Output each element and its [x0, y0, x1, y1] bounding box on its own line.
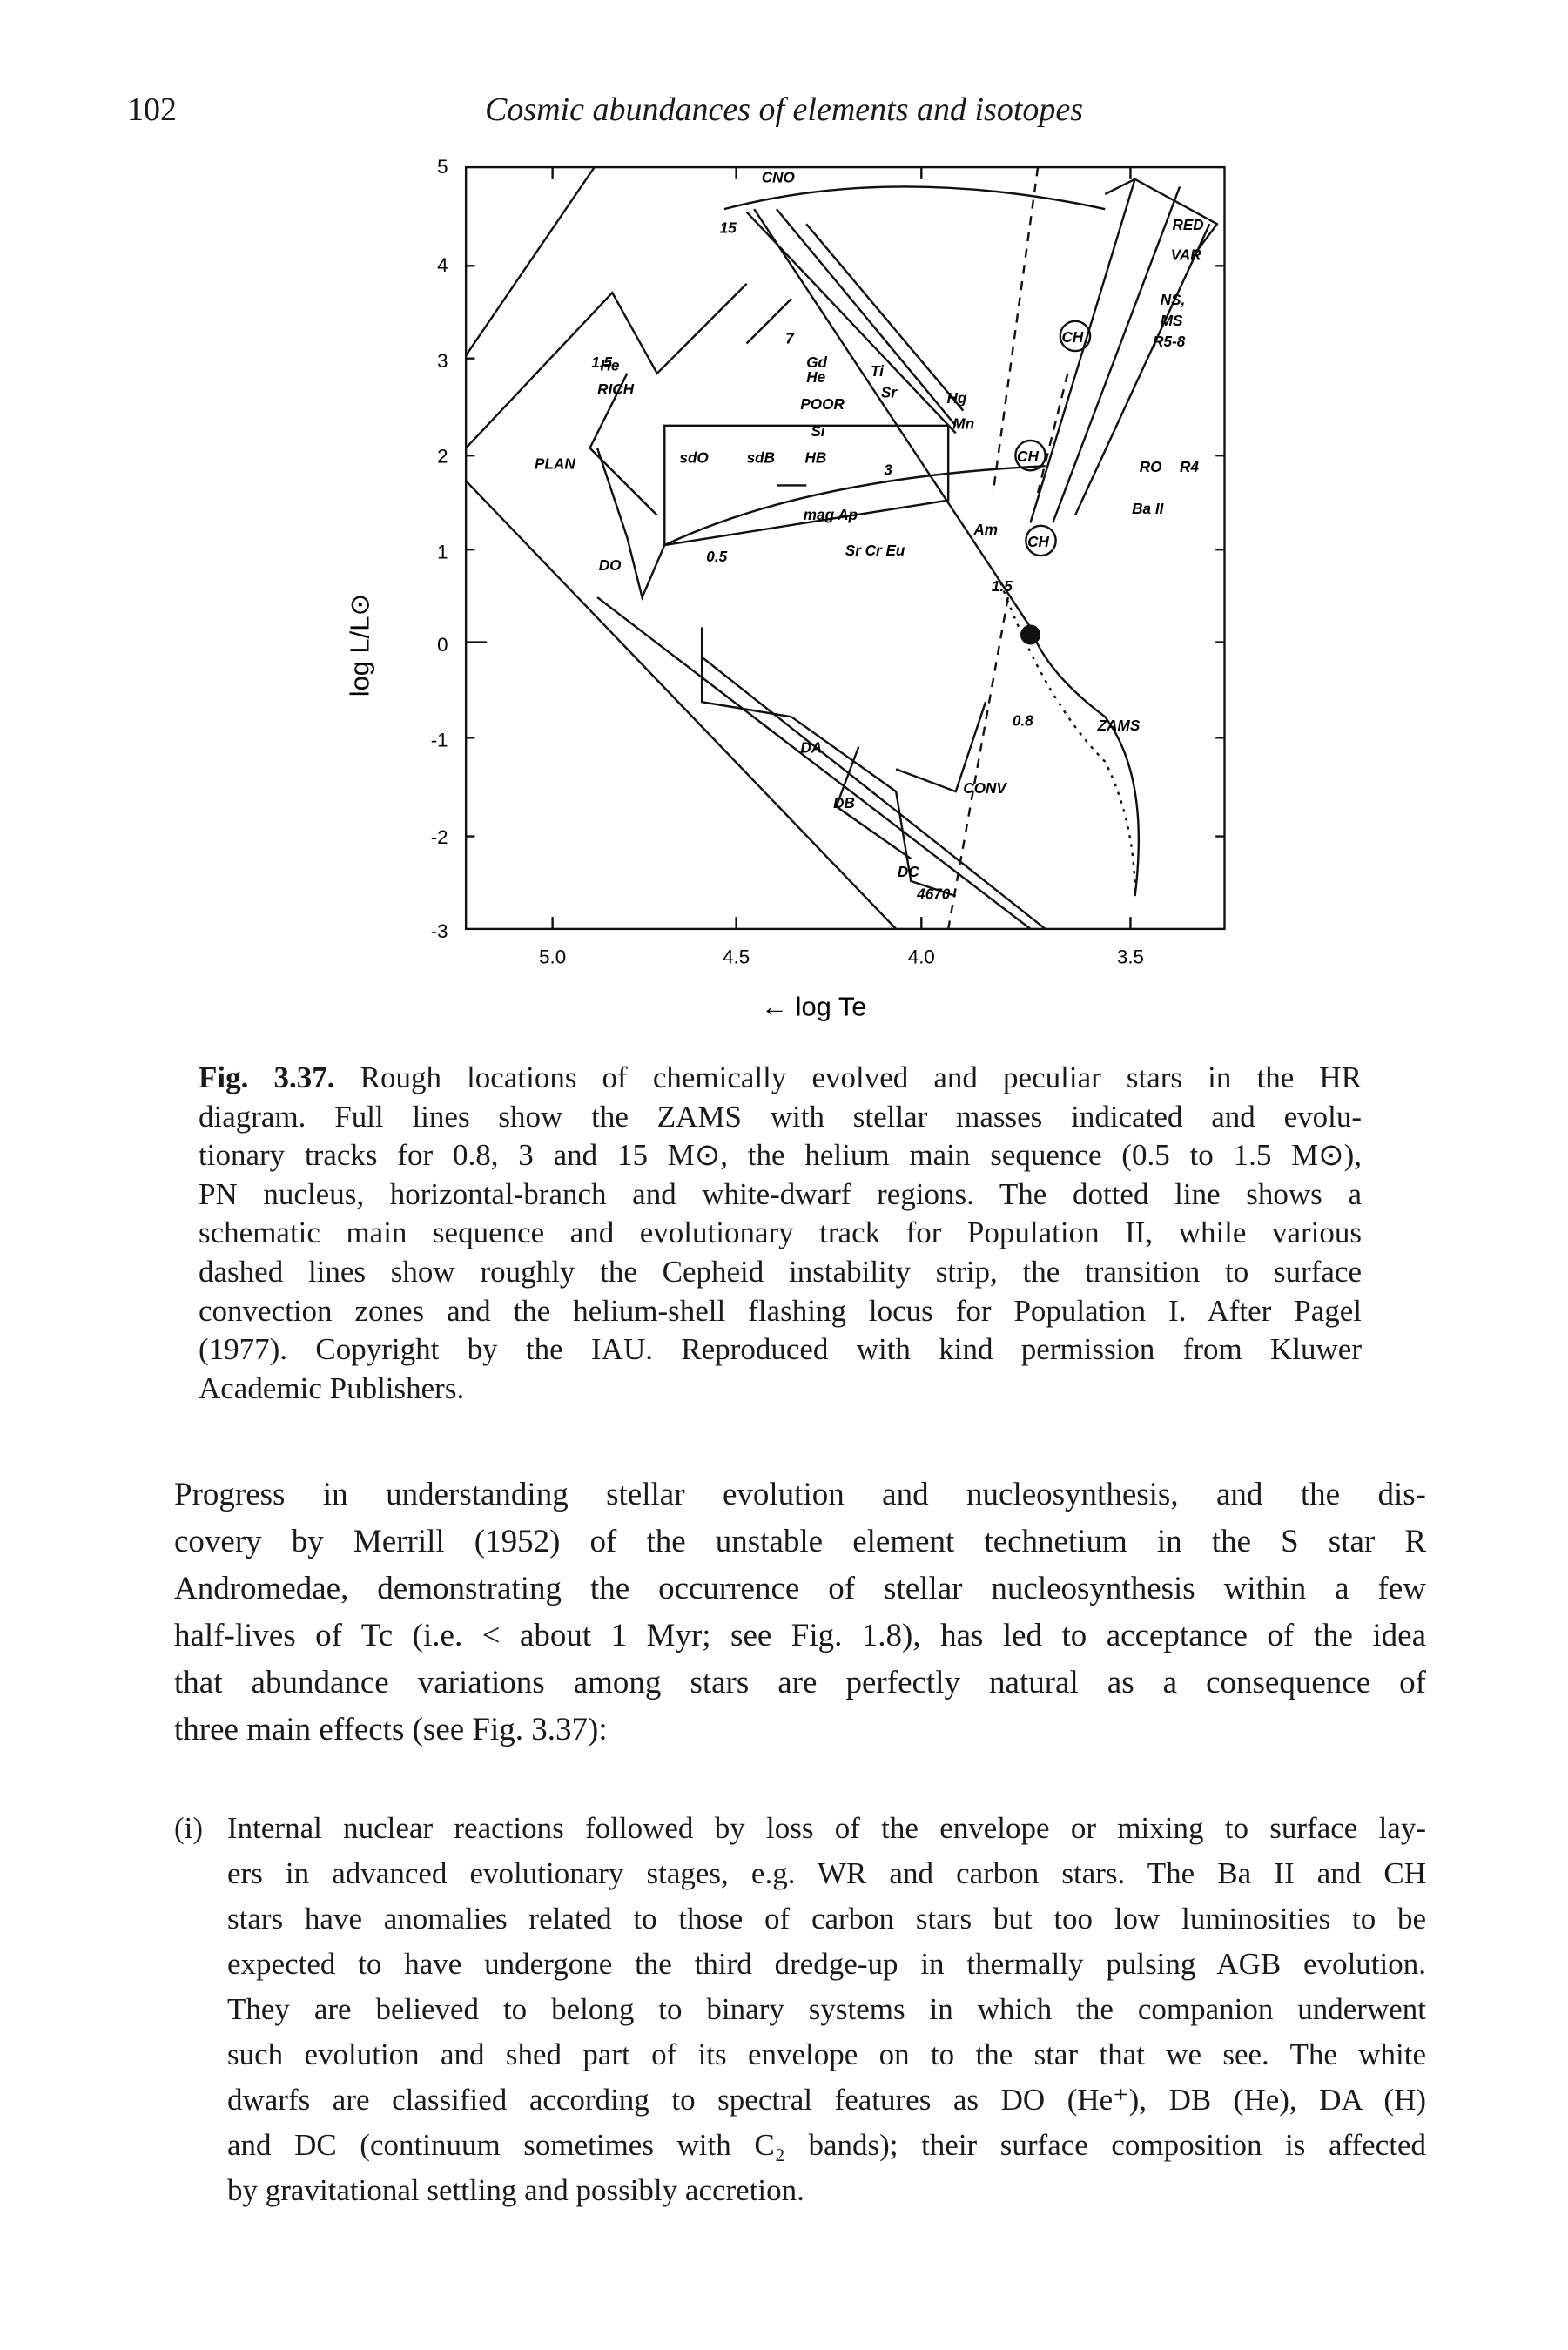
- region-label: RICH: [597, 380, 635, 398]
- text-line: They are believed to belong to binary sy…: [227, 1992, 1426, 2026]
- region-label: Hg: [946, 389, 966, 407]
- region-label: RED: [1172, 216, 1203, 233]
- text-line: Internal nuclear reactions followed by l…: [227, 1811, 1426, 1845]
- running-title: Cosmic abundances of elements and isotop…: [484, 91, 1084, 128]
- region-label: CH: [1062, 328, 1084, 346]
- region-label: CNO: [762, 168, 796, 185]
- caption-line: Fig. 3.37. Rough locations of chemically…: [199, 1059, 1362, 1098]
- region-label: Gd: [806, 354, 827, 371]
- region-label: POOR: [800, 395, 845, 413]
- caption: Fig. 3.37. Rough locations of chemically…: [199, 1059, 1362, 1408]
- region-label: 3: [884, 461, 892, 478]
- caption-label: Fig. 3.37.: [199, 1061, 335, 1094]
- y-tick-label: 1: [437, 542, 448, 563]
- caption-line: diagram. Full lines show the ZAMS with s…: [199, 1099, 1362, 1134]
- region-label: 1.5: [591, 354, 612, 371]
- text-line: expected to have undergone the third dre…: [227, 1947, 1426, 1981]
- y-tick-label: 3: [437, 350, 448, 372]
- x-tick-label: 3.5: [1117, 946, 1144, 967]
- region-label: 15: [720, 219, 737, 237]
- region-label: DO: [599, 556, 622, 574]
- text-line: Progress in understanding stellar evolut…: [174, 1477, 1426, 1512]
- region-label: He: [806, 368, 825, 386]
- region-label: HB: [805, 449, 827, 467]
- region-label: CH: [1027, 533, 1049, 550]
- text-line: by gravitational settling and possibly a…: [227, 2173, 804, 2207]
- text-line: Andromedae, demonstrating the occurrence…: [174, 1571, 1426, 1606]
- region-label: Sr: [881, 383, 898, 401]
- region-label: R5-8: [1153, 333, 1186, 350]
- text-line: Rough locations of chemically evolved an…: [360, 1061, 1362, 1094]
- region-label: 1.5: [992, 577, 1013, 595]
- x-tick-label: 5.0: [539, 946, 566, 967]
- caption-line: schematic main sequence and evolutionary…: [199, 1215, 1362, 1250]
- region-label: DC: [898, 863, 919, 880]
- text-line: such evolution and shed part of its enve…: [227, 2037, 1426, 2071]
- caption-line: dashed lines show roughly the Cepheid in…: [199, 1254, 1362, 1289]
- region-label: 0.8: [1013, 712, 1033, 730]
- region-label: Sr Cr Eu: [845, 542, 905, 559]
- region-label: Am: [972, 521, 998, 538]
- region-label: Mn: [952, 414, 974, 432]
- region-label: He: [601, 356, 620, 374]
- region-label: 4670: [916, 885, 951, 903]
- region-label: Si: [811, 422, 825, 440]
- region-label: PLAN: [535, 455, 575, 473]
- y-tick-label: -3: [431, 920, 448, 942]
- region-label: 0.5: [706, 548, 727, 565]
- region-label: NS,: [1161, 291, 1186, 308]
- region-label: RO: [1140, 458, 1162, 475]
- figure-drawing: [464, 165, 1226, 931]
- region-label: DB: [833, 794, 855, 811]
- figure: 5 4 3 2 1 0 -1 -2 -3 5.0 4.5 4.0 3.5 ← log Te log L/L⊙…: [345, 156, 1226, 1021]
- region-label: DA: [800, 738, 822, 756]
- list-item: Internal nuclear reactions followed by l…: [227, 1806, 1426, 2213]
- region-label: sdO: [679, 449, 709, 467]
- x-tick-label: 4.0: [908, 946, 935, 967]
- text-line: covery by Merrill (1952) of the unstable…: [174, 1524, 1426, 1559]
- x-axis-label: ← log Te: [761, 991, 866, 1021]
- region-label: 7: [785, 330, 795, 347]
- text-line: stars have anomalies related to those of…: [227, 1902, 1426, 1936]
- region-label: MS: [1161, 312, 1183, 329]
- y-tick-label: -2: [431, 826, 448, 848]
- region-label: Ti: [871, 362, 885, 380]
- y-tick-label: 5: [437, 156, 448, 178]
- caption-line: Academic Publishers.: [199, 1370, 465, 1405]
- caption-line: tionary tracks for 0.8, 3 and 15 M⊙, the…: [199, 1138, 1362, 1173]
- text-line: and DC (continuum sometimes with C₂ band…: [227, 2128, 1426, 2162]
- region-label: VAR: [1171, 246, 1202, 263]
- y-axis-label: log L/L⊙: [345, 594, 375, 697]
- region-label: mag Ap: [804, 506, 858, 523]
- y-tick-label: 4: [437, 254, 448, 276]
- text-line: ers in advanced evolutionary stages, e.g…: [227, 1856, 1426, 1890]
- page-number: 102: [127, 91, 177, 128]
- body-paragraph: Progress in understanding stellar evolut…: [174, 1471, 1426, 1754]
- y-tick-label: 2: [437, 446, 448, 468]
- caption-line: convection zones and the helium-shell fl…: [199, 1293, 1362, 1328]
- region-label: CH: [1017, 448, 1039, 465]
- region-label: sdB: [747, 449, 775, 467]
- region-label: CONV: [963, 779, 1007, 797]
- list-marker: (i): [174, 1811, 204, 1845]
- text-line: that abundance variations among stars ar…: [174, 1665, 1426, 1700]
- text-line: dwarfs are classified according to spect…: [227, 2083, 1426, 2117]
- caption-line: (1977). Copyright by the IAU. Reproduced…: [199, 1332, 1362, 1367]
- region-label: ZAMS: [1097, 717, 1141, 734]
- y-tick-label: -1: [431, 730, 448, 751]
- text-line: three main effects (see Fig. 3.37):: [174, 1712, 608, 1747]
- region-label: R4: [1180, 458, 1199, 475]
- region-label: Ba II: [1132, 500, 1164, 517]
- y-tick-label: 0: [437, 634, 448, 656]
- text-line: half-lives of Tc (i.e. < about 1 Myr; se…: [174, 1618, 1426, 1653]
- x-tick-label: 4.5: [723, 946, 750, 967]
- caption-line: PN nucleus, horizontal-branch and white-…: [199, 1176, 1362, 1211]
